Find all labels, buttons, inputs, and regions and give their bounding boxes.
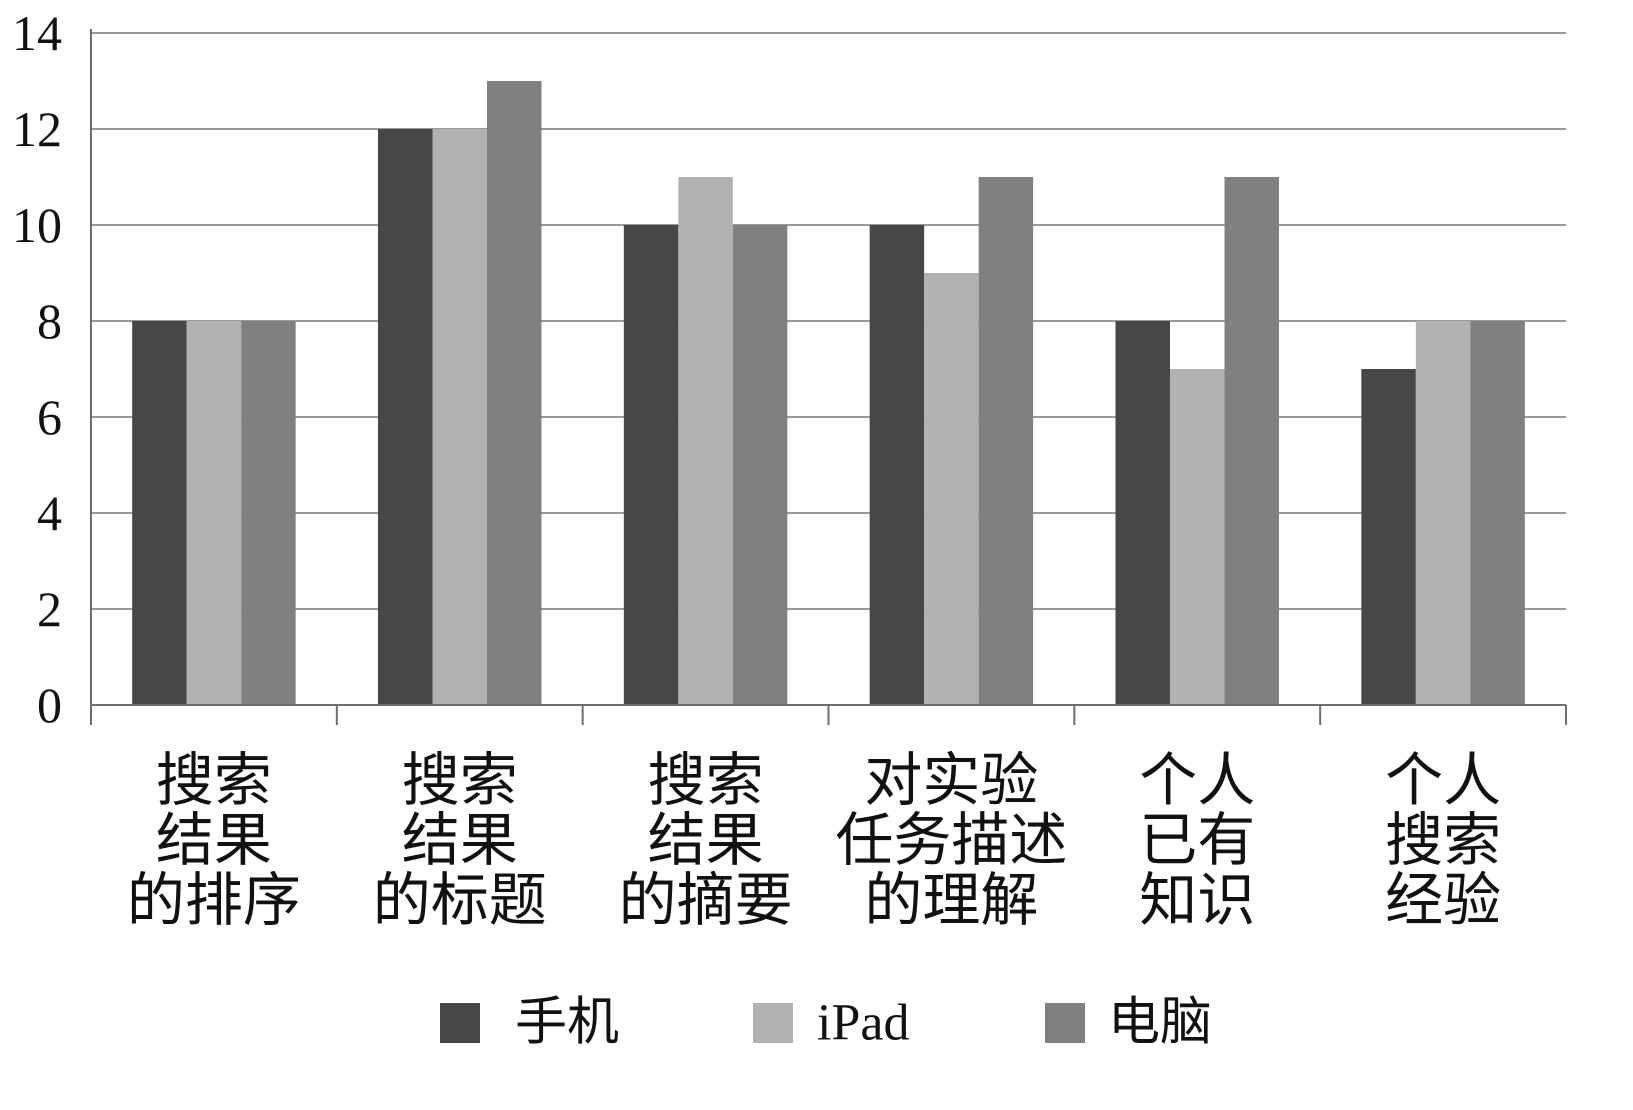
y-tick-labels: 0 2 4 6 8 10 12 14 <box>12 5 62 733</box>
bar-iPad-3 <box>678 177 733 705</box>
legend-item-2: iPad <box>753 995 909 1052</box>
bar-电脑-6 <box>1470 321 1525 705</box>
bar-手机-1 <box>132 321 187 705</box>
legend-swatch <box>1045 1003 1085 1043</box>
bar-iPad-4 <box>924 273 979 705</box>
x-tick-label: 搜索 <box>402 748 518 813</box>
y-tick-label: 8 <box>37 293 62 349</box>
x-tick-label: 搜索 <box>648 748 764 813</box>
y-tick-label: 4 <box>37 485 62 541</box>
bar-iPad-2 <box>432 129 487 705</box>
y-tick-label: 2 <box>37 581 62 637</box>
legend-swatch <box>753 1003 793 1043</box>
legend-item-1: 手机 <box>440 995 619 1052</box>
gridlines <box>91 32 1566 610</box>
x-tick-label: 搜索 <box>1385 808 1501 873</box>
y-tick-label: 10 <box>12 197 62 253</box>
x-tick-label: 的理解 <box>864 868 1038 933</box>
bar-手机-3 <box>623 225 679 705</box>
x-category-labels: 搜索结果的排序搜索结果的标题搜索结果的摘要对实验任务描述的理解个人已有知识个人搜… <box>127 748 1501 933</box>
legend-label: 电脑 <box>1108 995 1212 1052</box>
x-tick-label: 结果 <box>648 808 764 873</box>
legend-label: 手机 <box>515 995 619 1052</box>
legend-label: iPad <box>817 995 909 1052</box>
bar-电脑-5 <box>1224 177 1279 705</box>
x-tick-label: 知识 <box>1139 868 1255 933</box>
x-tick-label: 的摘要 <box>619 868 793 933</box>
bar-手机-5 <box>1115 321 1170 705</box>
x-tick-label: 任务描述 <box>835 808 1067 873</box>
bar-电脑-3 <box>732 225 788 705</box>
bar-电脑-4 <box>978 177 1034 705</box>
bar-iPad-5 <box>1170 369 1225 705</box>
x-tick-label: 经验 <box>1385 868 1501 933</box>
legend: 手机 iPad 电脑 <box>440 995 1212 1052</box>
x-tick-label: 的排序 <box>127 868 301 933</box>
legend-item-3: 电脑 <box>1045 995 1212 1052</box>
bar-电脑-2 <box>487 81 542 705</box>
x-tick-label: 结果 <box>402 808 518 873</box>
y-tick-label: 12 <box>12 101 62 157</box>
y-tick-label: 6 <box>37 389 62 445</box>
x-tick-label: 个人 <box>1385 748 1501 813</box>
x-tick-label: 结果 <box>156 808 272 873</box>
x-tick-label: 搜索 <box>156 748 272 813</box>
y-tick-label: 14 <box>12 5 62 61</box>
bar-手机-6 <box>1361 369 1416 705</box>
bar-手机-2 <box>378 129 433 705</box>
bar-iPad-6 <box>1415 321 1471 705</box>
bar-电脑-1 <box>241 321 296 705</box>
bar-手机-4 <box>869 225 925 705</box>
bars <box>132 81 1525 705</box>
legend-swatch <box>440 1003 480 1043</box>
x-tick-label: 个人 <box>1139 748 1255 813</box>
x-tick-label: 已有 <box>1139 808 1255 873</box>
axes <box>90 29 1567 725</box>
bar-iPad-1 <box>186 321 242 705</box>
x-tick-label: 对实验 <box>864 748 1038 813</box>
x-tick-label: 的标题 <box>373 868 547 933</box>
y-tick-label: 0 <box>37 677 62 733</box>
